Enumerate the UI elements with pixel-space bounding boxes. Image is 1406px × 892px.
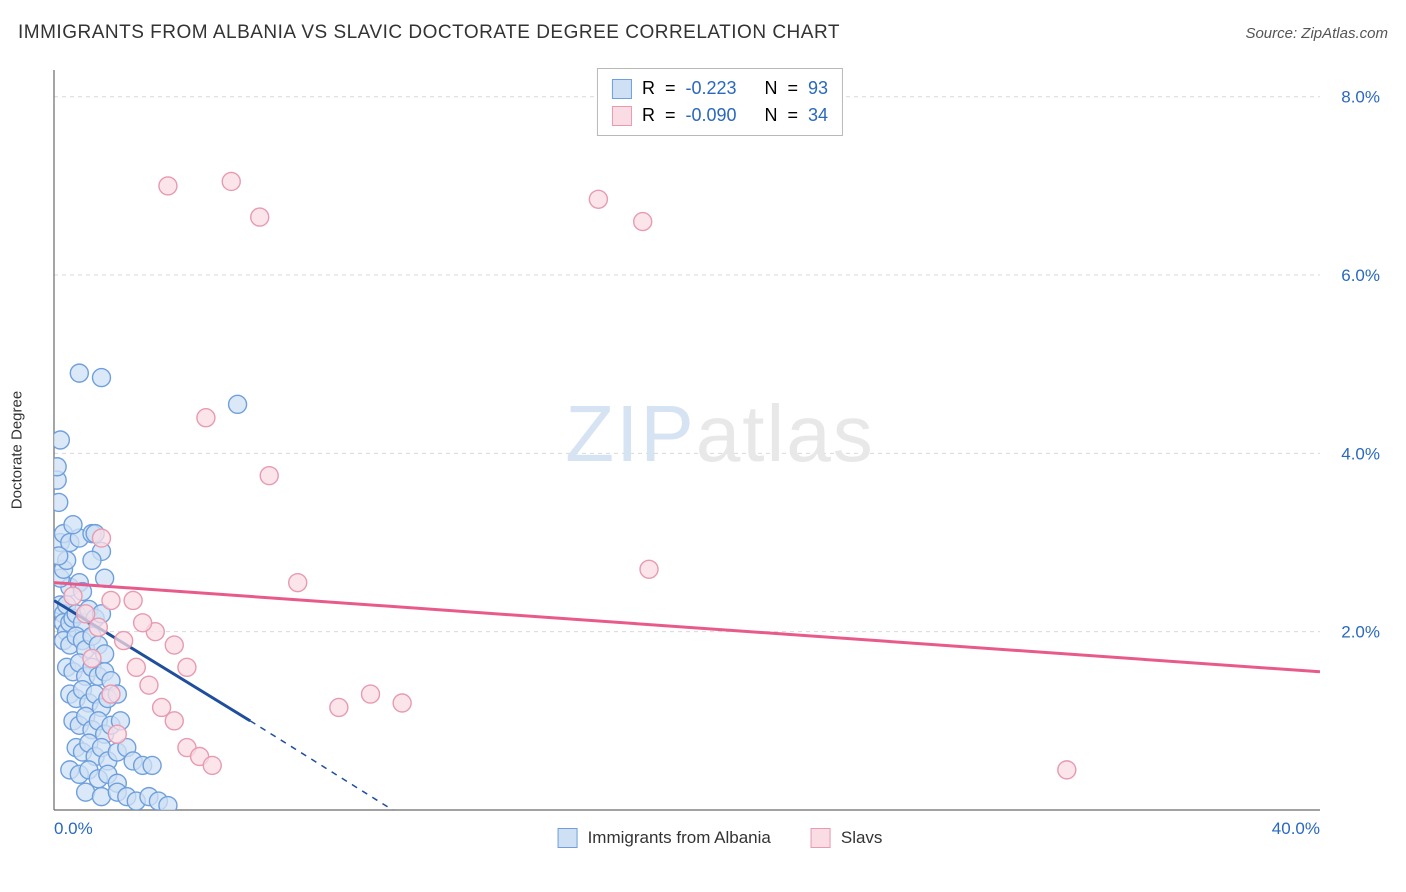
legend-item-1: Slavs: [811, 828, 883, 848]
svg-text:6.0%: 6.0%: [1341, 266, 1380, 285]
swatch-icon: [612, 106, 632, 126]
svg-text:8.0%: 8.0%: [1341, 88, 1380, 107]
stats-row-1: R = -0.090 N = 34: [612, 102, 828, 129]
legend-item-0: Immigrants from Albania: [558, 828, 771, 848]
chart-title: IMMIGRANTS FROM ALBANIA VS SLAVIC DOCTOR…: [18, 22, 840, 44]
chart-area: Doctorate Degree 2.0%4.0%6.0%8.0%0.0%40.…: [50, 60, 1390, 840]
svg-text:40.0%: 40.0%: [1272, 819, 1320, 838]
stats-row-0: R = -0.223 N = 93: [612, 75, 828, 102]
stats-box: R = -0.223 N = 93 R = -0.090 N = 34: [597, 68, 843, 136]
svg-text:2.0%: 2.0%: [1341, 623, 1380, 642]
legend: Immigrants from Albania Slavs: [558, 828, 883, 848]
svg-text:0.0%: 0.0%: [54, 819, 93, 838]
scatter-chart: 2.0% 4.0% 6.0% 8.0% 0.0% 40.0%: [50, 60, 1390, 840]
source-credit: Source: ZipAtlas.com: [1245, 25, 1388, 42]
swatch-icon: [811, 828, 831, 848]
swatch-icon: [612, 79, 632, 99]
svg-text:4.0%: 4.0%: [1341, 444, 1380, 463]
swatch-icon: [558, 828, 578, 848]
y-axis-label: Doctorate Degree: [9, 391, 26, 509]
